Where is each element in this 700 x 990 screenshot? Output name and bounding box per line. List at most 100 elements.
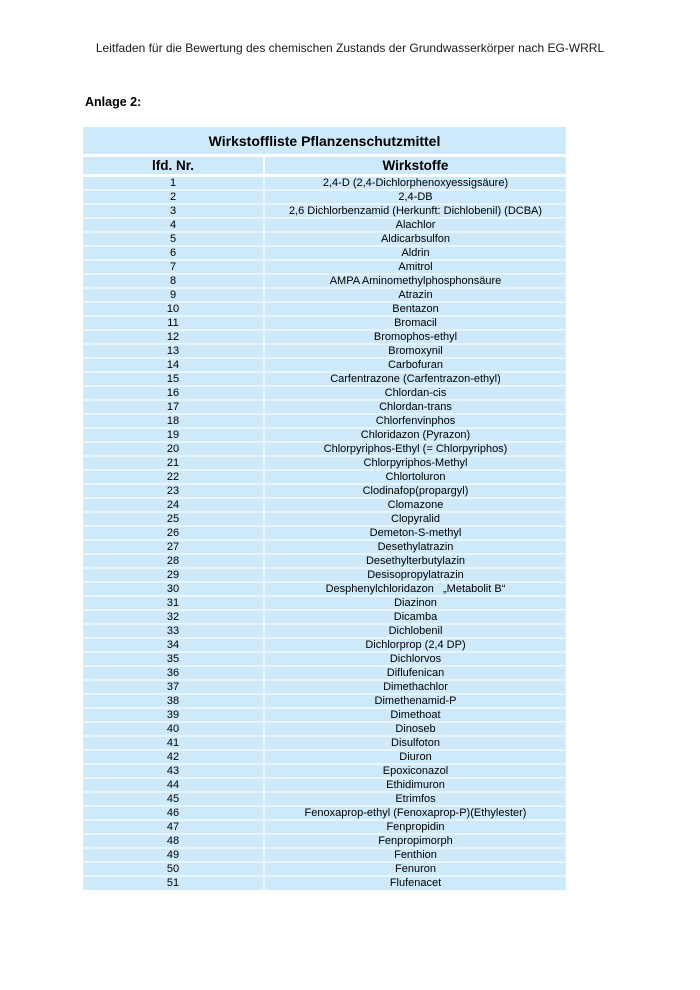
table-row: 7 Amitrol <box>83 261 566 275</box>
row-substance-cell: Clopyralid <box>265 513 566 527</box>
row-substance-cell: Chloridazon (Pyrazon) <box>265 429 566 443</box>
table-row: 26 Demeton-S-methyl <box>83 527 566 541</box>
row-number-cell: 39 <box>83 709 265 723</box>
row-substance-cell: Demeton-S-methyl <box>265 527 566 541</box>
table-row: 45 Etrimfos <box>83 793 566 807</box>
table-row: 16 Chlordan-cis <box>83 387 566 401</box>
table-row: 18 Chlorfenvinphos <box>83 415 566 429</box>
row-substance-cell: Chlorfenvinphos <box>265 415 566 429</box>
row-substance-cell: Dichlobenil <box>265 625 566 639</box>
row-number-cell: 18 <box>83 415 265 429</box>
row-number-cell: 5 <box>83 233 265 247</box>
row-substance-cell: Fenpropimorph <box>265 835 566 849</box>
row-number-cell: 27 <box>83 541 265 555</box>
row-number-cell: 24 <box>83 499 265 513</box>
table-row: 35 Dichlorvos <box>83 653 566 667</box>
row-number-cell: 3 <box>83 205 265 219</box>
row-number-cell: 7 <box>83 261 265 275</box>
table-row: 31 Diazinon <box>83 597 566 611</box>
row-number-cell: 26 <box>83 527 265 541</box>
table-header-row: lfd. Nr. Wirkstoffe <box>83 157 566 177</box>
row-number-cell: 4 <box>83 219 265 233</box>
table-row: 47 Fenpropidin <box>83 821 566 835</box>
table-row: 28 Desethylterbutylazin <box>83 555 566 569</box>
row-number-cell: 21 <box>83 457 265 471</box>
table-row: 17 Chlordan-trans <box>83 401 566 415</box>
row-number-cell: 16 <box>83 387 265 401</box>
row-substance-cell: Bromoxynil <box>265 345 566 359</box>
row-number-cell: 14 <box>83 359 265 373</box>
row-number-cell: 50 <box>83 863 265 877</box>
row-substance-cell: Chlorpyriphos-Methyl <box>265 457 566 471</box>
table-row: 21 Chlorpyriphos-Methyl <box>83 457 566 471</box>
table-row: 38 Dimethenamid-P <box>83 695 566 709</box>
table-row: 6 Aldrin <box>83 247 566 261</box>
row-substance-cell: Chlordan-cis <box>265 387 566 401</box>
row-substance-cell: Etrimfos <box>265 793 566 807</box>
row-substance-cell: Carbofuran <box>265 359 566 373</box>
row-substance-cell: Dimethenamid-P <box>265 695 566 709</box>
row-substance-cell: Carfentrazone (Carfentrazon-ethyl) <box>265 373 566 387</box>
row-substance-cell: Ethidimuron <box>265 779 566 793</box>
row-number-cell: 37 <box>83 681 265 695</box>
row-number-cell: 32 <box>83 611 265 625</box>
table-row: 37 Dimethachlor <box>83 681 566 695</box>
row-substance-cell: Diazinon <box>265 597 566 611</box>
row-substance-cell: Chlorpyriphos-Ethyl (= Chlorpyriphos) <box>265 443 566 457</box>
row-substance-cell: Chlordan-trans <box>265 401 566 415</box>
row-substance-cell: Dinoseb <box>265 723 566 737</box>
row-number-cell: 15 <box>83 373 265 387</box>
table-row: 10 Bentazon <box>83 303 566 317</box>
table-row: 5 Aldicarbsulfon <box>83 233 566 247</box>
row-number-cell: 9 <box>83 289 265 303</box>
row-substance-cell: Desethylatrazin <box>265 541 566 555</box>
row-number-cell: 25 <box>83 513 265 527</box>
row-number-cell: 42 <box>83 751 265 765</box>
row-substance-cell: Dichlorvos <box>265 653 566 667</box>
row-number-cell: 22 <box>83 471 265 485</box>
table-row: 22 Chlortoluron <box>83 471 566 485</box>
row-number-cell: 31 <box>83 597 265 611</box>
row-number-cell: 48 <box>83 835 265 849</box>
table-row: 39 Dimethoat <box>83 709 566 723</box>
row-substance-cell: Desethylterbutylazin <box>265 555 566 569</box>
row-number-cell: 33 <box>83 625 265 639</box>
row-substance-cell: 2,4-DB <box>265 191 566 205</box>
row-number-cell: 11 <box>83 317 265 331</box>
row-number-cell: 44 <box>83 779 265 793</box>
row-number-cell: 45 <box>83 793 265 807</box>
row-number-cell: 49 <box>83 849 265 863</box>
table-row: 11 Bromacil <box>83 317 566 331</box>
row-substance-cell: Bentazon <box>265 303 566 317</box>
table-row: 49 Fenthion <box>83 849 566 863</box>
table-row: 34 Dichlorprop (2,4 DP) <box>83 639 566 653</box>
row-number-cell: 34 <box>83 639 265 653</box>
table-row: 42 Diuron <box>83 751 566 765</box>
table-title-row: Wirkstoffliste Pflanzenschutzmittel <box>83 127 566 157</box>
table-row: 19 Chloridazon (Pyrazon) <box>83 429 566 443</box>
substance-table-body: 1 2,4-D (2,4-Dichlorphenoxyessigsäure) 2… <box>83 177 566 890</box>
table-row: 9 Atrazin <box>83 289 566 303</box>
row-number-cell: 35 <box>83 653 265 667</box>
column-header-nr: lfd. Nr. <box>83 157 265 177</box>
row-number-cell: 30 <box>83 583 265 597</box>
row-substance-cell: Dicamba <box>265 611 566 625</box>
row-substance-cell: Disulfoton <box>265 737 566 751</box>
table-row: 27 Desethylatrazin <box>83 541 566 555</box>
table-row: 36 Diflufenican <box>83 667 566 681</box>
row-substance-cell: Epoxiconazol <box>265 765 566 779</box>
row-number-cell: 40 <box>83 723 265 737</box>
row-substance-cell: 2,6 Dichlorbenzamid (Herkunft: Dichloben… <box>265 205 566 219</box>
row-substance-cell: Aldicarbsulfon <box>265 233 566 247</box>
row-number-cell: 36 <box>83 667 265 681</box>
row-substance-cell: Desisopropylatrazin <box>265 569 566 583</box>
row-substance-cell: Diflufenican <box>265 667 566 681</box>
row-substance-cell: Flufenacet <box>265 877 566 890</box>
substance-table-container: Wirkstoffliste Pflanzenschutzmittel lfd.… <box>83 127 700 890</box>
row-number-cell: 8 <box>83 275 265 289</box>
row-substance-cell: Desphenylchloridazon „Metabolit B“ <box>265 583 566 597</box>
row-number-cell: 43 <box>83 765 265 779</box>
row-substance-cell: Fenpropidin <box>265 821 566 835</box>
table-row: 43 Epoxiconazol <box>83 765 566 779</box>
row-number-cell: 12 <box>83 331 265 345</box>
